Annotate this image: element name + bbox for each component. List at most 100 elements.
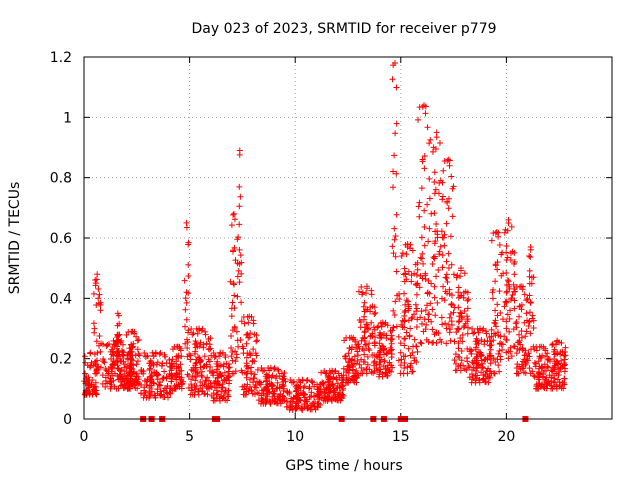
data-point (189, 331, 196, 338)
data-point (481, 356, 488, 363)
data-point (214, 391, 221, 398)
data-point (216, 353, 223, 360)
data-point (533, 381, 540, 388)
data-point (405, 345, 412, 352)
data-point (346, 367, 353, 374)
data-point (377, 344, 384, 351)
data-point (403, 297, 410, 304)
data-point (328, 396, 335, 403)
data-point (518, 334, 525, 341)
data-point (465, 296, 472, 303)
data-point (482, 356, 489, 363)
data-point (389, 327, 396, 334)
data-point (149, 372, 156, 379)
data-point (443, 275, 450, 282)
data-point (530, 274, 537, 281)
chart-title: Day 023 of 2023, SRMTID for receiver p77… (191, 21, 496, 37)
data-point (503, 318, 510, 325)
data-point (156, 351, 163, 358)
data-point (417, 339, 424, 346)
data-point (549, 342, 556, 349)
data-point (264, 391, 271, 398)
data-point (421, 102, 428, 109)
data-point (527, 244, 534, 251)
data-point (475, 362, 482, 369)
data-point (504, 277, 511, 284)
data-point (392, 253, 399, 260)
data-point (234, 293, 241, 300)
data-point (87, 364, 94, 371)
data-point (115, 376, 122, 383)
data-point (509, 292, 516, 299)
data-point (126, 345, 133, 352)
data-point (405, 268, 412, 275)
data-point (467, 346, 474, 353)
data-point (488, 333, 495, 340)
data-point (225, 380, 232, 387)
data-point (362, 341, 369, 348)
data-point (488, 341, 495, 348)
data-point (128, 356, 135, 363)
data-point (236, 183, 243, 190)
data-point (174, 343, 181, 350)
data-point (115, 365, 122, 372)
data-point (554, 337, 561, 344)
data-point (447, 326, 454, 333)
data-point (110, 362, 117, 369)
data-point (229, 247, 236, 254)
data-point (431, 178, 438, 185)
data-point (477, 325, 483, 332)
data-point (533, 347, 540, 354)
data-point (430, 254, 437, 261)
data-point (514, 339, 521, 346)
data-point (279, 375, 286, 382)
grid-lines (84, 57, 612, 419)
data-point (486, 373, 493, 380)
data-point (407, 364, 414, 371)
data-point (396, 291, 403, 298)
data-point (560, 379, 567, 386)
data-point (406, 333, 413, 340)
data-point (401, 317, 408, 324)
data-point (272, 398, 279, 405)
data-point (359, 291, 366, 298)
data-point (93, 276, 100, 283)
data-point (197, 379, 204, 386)
data-point (236, 221, 243, 228)
data-point (208, 352, 215, 359)
x-tick-label: 20 (497, 429, 515, 445)
data-point (190, 367, 197, 374)
data-point (107, 348, 114, 355)
data-point (113, 385, 120, 392)
data-point (491, 370, 498, 377)
data-point (173, 353, 180, 360)
data-point (411, 336, 418, 343)
data-point (441, 231, 448, 238)
data-point (133, 370, 140, 377)
data-point (458, 314, 465, 321)
data-point (414, 280, 421, 287)
data-point (439, 193, 446, 200)
data-point (413, 308, 420, 315)
data-point (178, 367, 185, 374)
data-point (428, 210, 435, 217)
data-point (475, 329, 482, 336)
data-point (209, 368, 216, 375)
data-point (400, 271, 407, 278)
data-point (380, 363, 387, 370)
data-point (555, 360, 562, 367)
data-point (244, 331, 251, 338)
data-point (299, 376, 306, 383)
data-point (392, 130, 399, 137)
data-point (344, 363, 351, 370)
data-point (150, 380, 157, 387)
data-point (425, 238, 432, 245)
data-point (333, 374, 340, 381)
data-point (268, 383, 275, 390)
data-point (397, 349, 404, 356)
data-point (249, 379, 256, 386)
data-point (416, 199, 423, 206)
data-point (468, 371, 475, 378)
data-point (489, 289, 496, 296)
data-point (433, 329, 440, 336)
